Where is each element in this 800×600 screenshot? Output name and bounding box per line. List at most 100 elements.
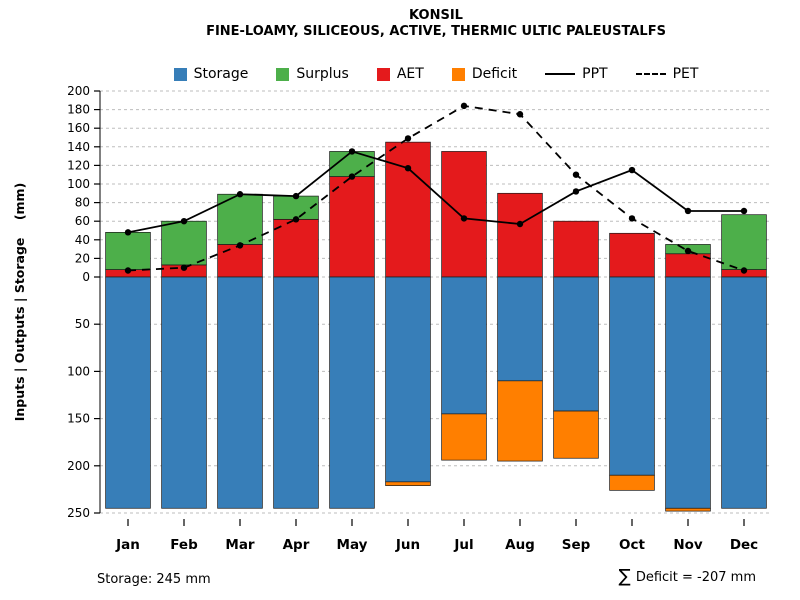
deficit-annotation: ∑ Deficit = -207 mm	[619, 568, 756, 586]
storage-bar	[329, 276, 375, 509]
legend-item-aet: AET	[376, 66, 424, 82]
legend-item-ppt: PPT	[545, 66, 608, 82]
storage-bar	[273, 276, 319, 509]
pet-line-point	[236, 242, 244, 249]
ppt-line-point	[180, 218, 188, 225]
storage-bar	[161, 276, 207, 509]
y-tick-label: 200	[67, 459, 90, 473]
aet-bar	[609, 232, 655, 278]
chart-header: KONSIL FINE-LOAMY, SILICEOUS, ACTIVE, TH…	[72, 8, 800, 40]
y-tick-label: 100	[67, 177, 90, 191]
y-tick-label: 140	[67, 140, 90, 154]
y-tick-label: 40	[75, 233, 90, 247]
pet-line-point	[460, 102, 468, 110]
legend-label-aet: AET	[396, 66, 424, 82]
legend-item-surplus: Surplus	[276, 66, 349, 82]
month-label: Jun	[395, 537, 420, 553]
ppt-line-point	[404, 164, 412, 172]
pet-line-point	[292, 216, 300, 223]
aet-bar	[385, 141, 431, 278]
aet-bar	[441, 151, 487, 278]
chart-subtitle: FINE-LOAMY, SILICEOUS, ACTIVE, THERMIC U…	[206, 24, 666, 39]
surplus-bar	[721, 214, 767, 270]
y-tick-label: 50	[75, 317, 90, 331]
legend-label-storage: Storage	[193, 66, 249, 82]
aet-bar	[273, 218, 319, 278]
month-label: Nov	[673, 537, 703, 553]
chart-legend: Storage Surplus AET Deficit PPT PET	[72, 66, 800, 82]
ppt-line	[127, 150, 744, 234]
ppt-line-point	[348, 148, 356, 155]
legend-swatch-deficit	[451, 67, 465, 81]
pet-line-point	[684, 247, 692, 255]
month-label: May	[337, 537, 368, 553]
y-tick-label: 150	[67, 412, 90, 426]
pet-line-sample-icon	[635, 73, 666, 75]
aet-bar	[497, 192, 543, 278]
y-tick-label: 180	[67, 103, 90, 117]
storage-bar	[609, 276, 655, 476]
legend-item-deficit: Deficit	[451, 66, 518, 82]
ppt-line-point	[572, 188, 580, 195]
y-tick-label: 80	[75, 196, 90, 210]
pet-line-point	[124, 267, 132, 274]
storage-bar	[497, 276, 543, 382]
ppt-line-point	[628, 166, 636, 174]
month-label: Jan	[115, 537, 140, 553]
storage-bar	[441, 276, 487, 415]
legend-item-pet: PET	[635, 66, 699, 82]
y-tick-label: 250	[67, 506, 90, 520]
legend-label-ppt: PPT	[582, 66, 608, 82]
legend-swatch-storage	[173, 67, 187, 81]
legend-label-pet: PET	[672, 66, 699, 82]
ppt-line-point	[460, 215, 468, 222]
y-tick-label: 100	[67, 364, 90, 378]
ppt-line-point	[516, 220, 524, 228]
y-axis-title: Inputs | Outputs | Storage (mm)	[12, 183, 27, 422]
month-label: Oct	[619, 537, 645, 553]
sigma-symbol: ∑	[618, 566, 631, 587]
legend-label-deficit: Deficit	[471, 66, 518, 82]
aet-bar	[553, 220, 599, 278]
pet-line-point	[404, 135, 412, 142]
surplus-bar	[161, 220, 207, 266]
surplus-bar	[105, 232, 151, 270]
ppt-line-point	[124, 229, 132, 236]
storage-bar	[721, 276, 767, 509]
month-label: Mar	[225, 537, 255, 553]
pet-line-point	[348, 173, 356, 180]
month-label: Jul	[453, 537, 473, 553]
y-tick-label: 200	[67, 84, 90, 98]
deficit-text: Deficit = -207 mm	[635, 569, 756, 585]
y-tick-label: 20	[75, 251, 90, 265]
deficit-bar	[385, 481, 431, 486]
legend-swatch-surplus	[276, 67, 290, 81]
storage-bar	[385, 276, 431, 483]
legend-label-surplus: Surplus	[296, 66, 349, 82]
month-label: Apr	[283, 537, 310, 553]
deficit-bar	[497, 380, 543, 462]
legend-item-storage: Storage	[173, 66, 249, 82]
water-balance-chart: 0 20 40 60 80 100 120 140 160 180 200 50 100 150 200 25…	[12, 84, 772, 553]
deficit-bar	[553, 410, 599, 459]
pet-line-point	[628, 215, 636, 222]
storage-bar	[105, 276, 151, 509]
ppt-line-point	[740, 207, 748, 215]
deficit-bar	[665, 507, 711, 512]
ppt-line-point	[684, 207, 692, 215]
legend-swatch-aet	[376, 67, 390, 81]
month-label: Sep	[562, 537, 591, 553]
pet-line-point	[516, 111, 524, 118]
ppt-line-sample-icon	[545, 73, 576, 75]
y-tick-label: 0	[82, 270, 90, 284]
chart-title: KONSIL	[409, 8, 463, 23]
ppt-line-point	[236, 191, 244, 198]
deficit-bar	[441, 413, 487, 461]
aet-bar	[329, 176, 375, 278]
pet-line-point	[740, 267, 748, 274]
storage-bar	[553, 276, 599, 412]
deficit-bar	[609, 474, 655, 491]
pet-line-point	[572, 171, 580, 178]
surplus-bar	[217, 193, 263, 245]
